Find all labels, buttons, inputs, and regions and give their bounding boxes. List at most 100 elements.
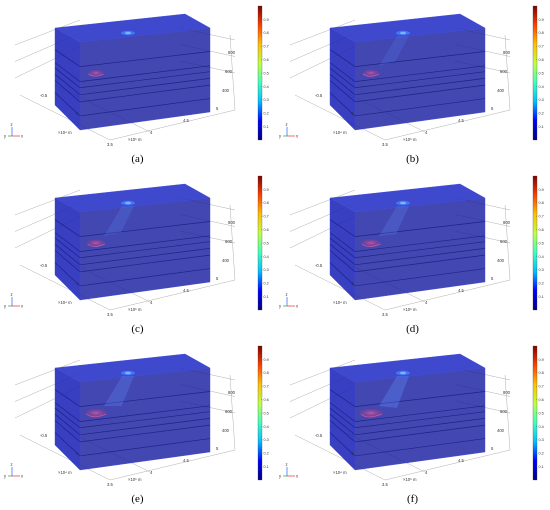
block-top-face xyxy=(330,354,485,382)
z-tick-label: 600 xyxy=(500,239,508,244)
block-edges xyxy=(54,13,211,131)
z-tick-label: 400 xyxy=(497,428,505,433)
colorbar-tick-label: 0.9 xyxy=(539,358,544,362)
colorbar-tick-label: 0.1 xyxy=(539,465,544,469)
y-tick-label: 3.5 xyxy=(107,142,113,147)
triad-z-label: z xyxy=(286,462,288,467)
z-tick-label: 600 xyxy=(225,69,233,74)
z-tick-label: 600 xyxy=(225,239,233,244)
x-tick-label: -0.5 xyxy=(40,433,48,438)
colorbar-tick-label: 0.8 xyxy=(264,371,269,375)
reservoir-block xyxy=(54,13,211,131)
triad-y-label: y xyxy=(279,474,282,479)
colorbar-tick-label: 0.4 xyxy=(264,85,269,89)
colorbar-tick-label: 0.2 xyxy=(264,452,269,456)
colorbar-tick-label: 0.5 xyxy=(264,71,269,75)
top-hotspot-core xyxy=(400,201,406,205)
block-edges xyxy=(329,353,486,471)
colorbar: 0.9 0.8 0.7 0.6 0.5 0.4 0.3 0.2 0.1 xyxy=(257,5,269,141)
y-tick-label: 5 xyxy=(216,106,219,111)
colorbar: 0.9 0.8 0.7 0.6 0.5 0.4 0.3 0.2 0.1 xyxy=(257,175,269,311)
y-tick-label: 4 xyxy=(150,470,153,475)
panel-d: -0.5 -1 ×10⁴ m 3.5 4 4.5 5 ×10⁵ m 800 600 400 z y x 0.… xyxy=(275,170,550,340)
colorbar: 0.9 0.8 0.7 0.6 0.5 0.4 0.3 0.2 0.1 xyxy=(532,345,544,481)
colorbar-tick-label: 0.3 xyxy=(539,438,544,442)
block-top-face xyxy=(330,14,485,42)
colorbar-tick-label: 0.5 xyxy=(264,241,269,245)
block-right-face xyxy=(80,28,210,130)
x-tick-label: -0.5 xyxy=(40,263,48,268)
panel-caption: (a) xyxy=(131,153,144,165)
colorbar-tick-label: 0.3 xyxy=(264,98,269,102)
panel-caption: (b) xyxy=(406,153,419,165)
colorbar-tick-label: 0.2 xyxy=(264,112,269,116)
y-tick-label: 4 xyxy=(425,470,428,475)
colorbar-tick-label: 0.7 xyxy=(264,385,269,389)
colorbar-tick-label: 0.4 xyxy=(264,255,269,259)
y-tick-label: 3.5 xyxy=(107,312,113,317)
y-tick-label: 4.5 xyxy=(458,118,464,123)
y-tick-label: 4 xyxy=(150,130,153,135)
y-unit-label: ×10⁵ m xyxy=(128,137,142,142)
block-right-face xyxy=(355,198,485,300)
colorbar: 0.9 0.8 0.7 0.6 0.5 0.4 0.3 0.2 0.1 xyxy=(532,175,544,311)
top-hotspot-core xyxy=(125,371,131,375)
colorbar-tick-label: 0.2 xyxy=(539,112,544,116)
triad-y-label: y xyxy=(279,134,282,139)
axis-triad-icon: z y x xyxy=(279,122,299,139)
panel-f: -0.5 -1 ×10⁴ m 3.5 4 4.5 5 ×10⁵ m 800 600 400 z y x 0.… xyxy=(275,340,550,510)
triad-x-label: x xyxy=(21,304,24,309)
plume-column xyxy=(379,376,409,408)
co2-plume xyxy=(86,200,135,247)
colorbar-tick-label: 0.1 xyxy=(539,125,544,129)
panel-b: -0.5 -1 ×10⁴ m 3.5 4 4.5 5 ×10⁵ m 800 600 400 z y x 0.… xyxy=(275,0,550,170)
block-edges xyxy=(329,183,486,301)
colorbar-tick-label: 0.7 xyxy=(539,385,544,389)
colorbar-tick-label: 0.4 xyxy=(264,425,269,429)
top-hotspot-core xyxy=(125,201,131,205)
lower-plume xyxy=(88,69,104,77)
block-edges xyxy=(54,183,211,301)
block-top-face xyxy=(55,184,210,212)
block-right-face xyxy=(355,28,485,130)
z-tick-label: 400 xyxy=(497,258,505,263)
colorbar-tick-label: 0.6 xyxy=(264,228,269,232)
z-tick-label: 800 xyxy=(503,390,511,395)
plume-rim xyxy=(87,243,105,247)
triad-x-label: x xyxy=(296,134,299,139)
panel-c: -0.5 -1 ×10⁴ m 3.5 4 4.5 5 ×10⁵ m 800 600 400 z y x 0.… xyxy=(0,170,275,340)
top-hotspot-core xyxy=(400,31,406,35)
x-unit-label: ×10⁴ m xyxy=(333,300,347,305)
triad-y-label: y xyxy=(4,304,7,309)
block-top-face xyxy=(55,14,210,42)
colorbar-tick-label: 0.8 xyxy=(264,31,269,35)
z-tick-label: 600 xyxy=(500,69,508,74)
panel-e: -0.5 -1 ×10⁴ m 3.5 4 4.5 5 ×10⁵ m 800 600 400 z y x 0.… xyxy=(0,340,275,510)
y-tick-label: 4 xyxy=(150,300,153,305)
block-edges xyxy=(54,353,211,471)
panel-caption: (f) xyxy=(407,493,418,505)
plume-rim xyxy=(361,243,381,247)
y-tick-label: 5 xyxy=(491,276,494,281)
block-right-face xyxy=(355,368,485,470)
triad-y-label: y xyxy=(4,474,7,479)
y-unit-label: ×10⁵ m xyxy=(403,477,417,482)
colorbar-tick-label: 0.4 xyxy=(539,85,544,89)
colorbar-tick-label: 0.6 xyxy=(539,228,544,232)
axis-triad-icon: z y x xyxy=(4,122,24,139)
x-tick-label: -1 xyxy=(75,281,79,286)
plume-rim xyxy=(360,413,383,418)
lower-plume xyxy=(85,408,107,418)
y-tick-label: 3.5 xyxy=(107,482,113,487)
x-unit-label: ×10⁴ m xyxy=(333,470,347,475)
triad-y-label: y xyxy=(4,134,7,139)
axis-triad-icon: z y x xyxy=(4,292,24,309)
block-right-face xyxy=(80,368,210,470)
y-tick-label: 3.5 xyxy=(382,142,388,147)
triad-z-label: z xyxy=(286,292,288,297)
block-right-face xyxy=(80,198,210,300)
z-tick-label: 800 xyxy=(228,390,236,395)
simulation-plot: -0.5 -1 ×10⁴ m 3.5 4 4.5 5 ×10⁵ m 800 600 400 z y x 0.… xyxy=(4,5,269,147)
colorbar-tick-label: 0.7 xyxy=(539,215,544,219)
